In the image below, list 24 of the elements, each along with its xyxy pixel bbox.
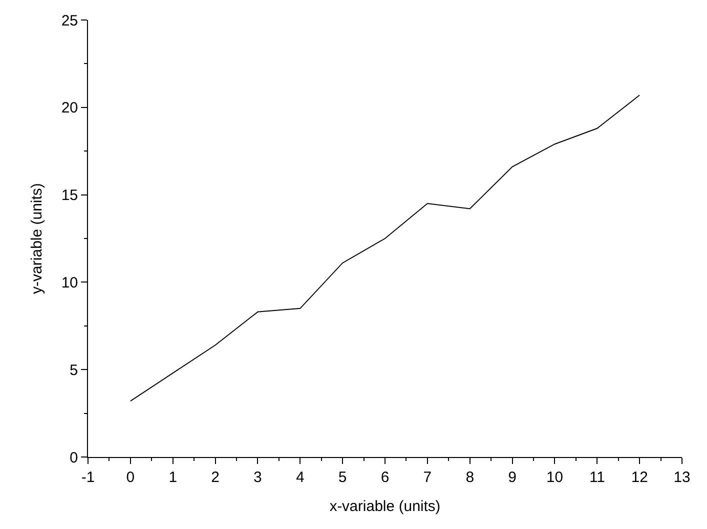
y-axis-title: y-variable (units) [28, 183, 46, 294]
x-tick-label: 1 [168, 469, 178, 486]
y-tick-label: 25 [61, 12, 78, 30]
x-tick-label: 7 [423, 469, 432, 486]
x-tick-label: 10 [546, 469, 564, 486]
x-tick-label: 6 [380, 469, 390, 486]
x-tick-label: 9 [508, 469, 516, 486]
x-tick-label: 2 [211, 469, 220, 486]
x-tick-label: 0 [126, 469, 135, 486]
x-axis-title: x-variable (units) [330, 498, 440, 515]
x-tick-label: 13 [674, 469, 690, 486]
line-series [130, 94, 640, 402]
y-tick-label: 5 [70, 362, 78, 379]
x-tick-label: 5 [338, 469, 347, 486]
x-tick-label: -1 [81, 469, 95, 486]
y-tick-label: 10 [61, 274, 78, 292]
y-tick-label: 20 [61, 100, 78, 117]
x-tick-label: 12 [631, 469, 648, 486]
y-tick-label: 0 [70, 449, 78, 466]
x-tick-label: 4 [296, 469, 304, 486]
y-tick-label: 15 [61, 187, 78, 204]
x-tick-label: 8 [466, 469, 474, 486]
x-tick-label: 3 [254, 469, 262, 486]
x-tick-label: 11 [589, 469, 605, 486]
